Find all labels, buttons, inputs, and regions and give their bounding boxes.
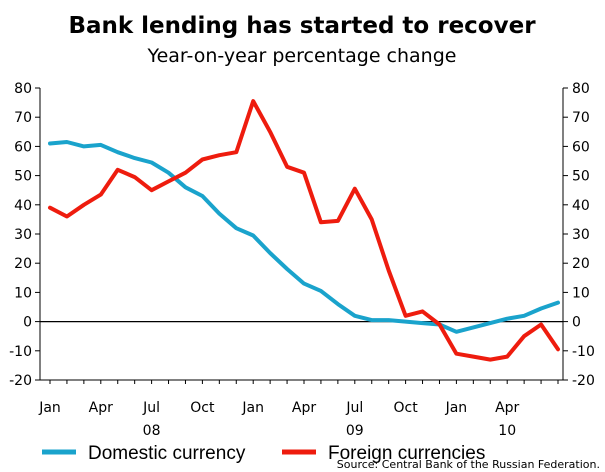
- foreign-currencies-line: [48, 99, 560, 362]
- x-tick-label-month: Apr: [292, 400, 316, 416]
- left-y-tick-label: 0: [23, 315, 32, 331]
- right-y-tick-label: 80: [572, 81, 590, 97]
- x-tick-label-month: Jul: [142, 400, 160, 416]
- right-y-tick-label: 60: [572, 139, 590, 155]
- axes: [39, 88, 564, 381]
- x-tick-label-month: Apr: [89, 400, 113, 416]
- legend-label: Foreign currencies: [328, 443, 485, 464]
- chart-title: Bank lending has started to recover: [68, 13, 536, 39]
- x-tick-label-month: Jan: [38, 400, 61, 416]
- left-y-tick-label: -20: [9, 373, 32, 389]
- left-y-tick-label: 30: [14, 227, 32, 243]
- right-y-tick-label: -10: [572, 344, 595, 360]
- legend-label: Domestic currency: [88, 443, 246, 464]
- x-tick-label-month: Oct: [393, 400, 418, 416]
- right-y-tick-label: 50: [572, 169, 590, 185]
- x-tick-label-year: 10: [498, 423, 516, 439]
- x-axis: Jan Apr Jul Oct Jan Apr Jul Oct Jan Apr 08 09 10: [38, 380, 559, 439]
- right-y-tick-label: -20: [572, 373, 595, 389]
- series-lines: [48, 99, 560, 362]
- right-y-tick-label: 40: [572, 198, 590, 214]
- right-y-tick-label: 0: [572, 315, 581, 331]
- x-tick-label-month: Jul: [345, 400, 363, 416]
- left-y-tick-label: 50: [14, 169, 32, 185]
- x-tick-label-year: 09: [346, 423, 364, 439]
- left-y-tick-label: 40: [14, 198, 32, 214]
- x-tick-label-month: Oct: [190, 400, 215, 416]
- right-y-tick-label: 10: [572, 285, 590, 301]
- right-y-tick-label: 70: [572, 110, 590, 126]
- left-y-tick-label: 60: [14, 139, 32, 155]
- left-y-axis: -20 -10 0 10 20 30 40 50 60 70 80: [9, 81, 40, 389]
- left-y-tick-label: -10: [9, 344, 32, 360]
- source-note: Source: Central Bank of the Russian Fede…: [337, 458, 600, 471]
- x-tick-label-month: Jan: [445, 400, 468, 416]
- chart-subtitle: Year-on-year percentage change: [147, 45, 457, 67]
- domestic-currency-line: [48, 140, 560, 334]
- left-y-tick-label: 20: [14, 256, 32, 272]
- right-y-tick-label: 20: [572, 256, 590, 272]
- right-y-axis: -20 -10 0 10 20 30 40 50 60 70 80: [563, 81, 595, 389]
- x-tick-label-year: 08: [143, 423, 161, 439]
- x-tick-label-month: Apr: [495, 400, 519, 416]
- x-tick-label-month: Jan: [241, 400, 264, 416]
- right-y-tick-label: 30: [572, 227, 590, 243]
- legend: Domestic currency Foreign currencies: [42, 443, 485, 464]
- left-y-tick-label: 10: [14, 285, 32, 301]
- left-y-tick-label: 70: [14, 110, 32, 126]
- left-y-tick-label: 80: [14, 81, 32, 97]
